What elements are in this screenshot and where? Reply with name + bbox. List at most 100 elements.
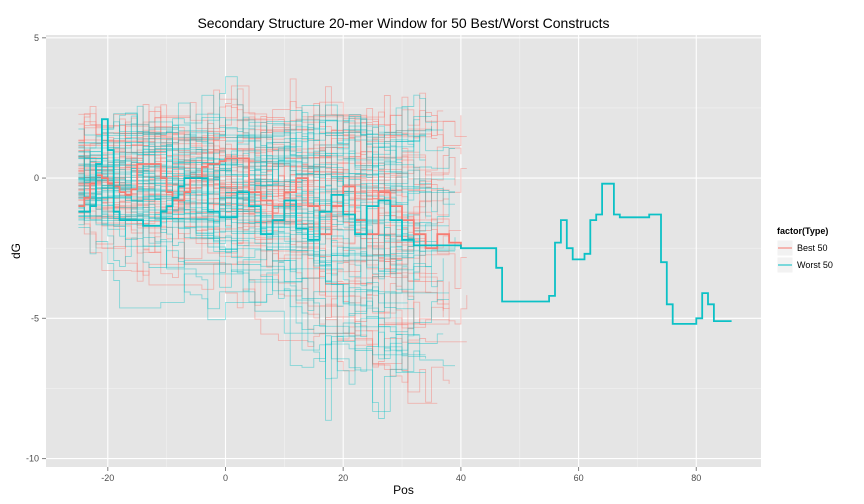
worst-50-construct-line [78, 76, 432, 217]
worst-50-construct-line [78, 197, 402, 360]
best-50-construct-line [78, 110, 444, 231]
worst-50-construct-line [78, 112, 403, 214]
worst-50-construct-line [78, 124, 414, 236]
x-axis-title: Pos [393, 483, 414, 497]
y-tick-label: 0 [34, 173, 39, 183]
worst-50-construct-line [78, 135, 438, 242]
x-tick-label: 0 [223, 473, 228, 483]
worst-50-construct-line [78, 126, 426, 234]
best-50-construct-line [78, 104, 467, 289]
chart-title: Secondary Structure 20-mer Window for 50… [197, 15, 609, 31]
legend-title: factor(Type) [777, 226, 828, 236]
plot-background [46, 35, 761, 467]
worst-50-construct-line [78, 163, 456, 290]
best-50-construct-line [78, 176, 450, 403]
worst-50-construct-line [78, 158, 420, 242]
best-50-construct-line [78, 156, 456, 325]
x-axis-ticks: -20 0 20 40 60 80 [101, 467, 701, 483]
best-50-construct-line [78, 192, 426, 329]
best-50-construct-line [78, 114, 427, 199]
best-50-construct-line [78, 89, 468, 328]
best-50-construct-line [78, 166, 426, 266]
worst-50-construct-line [78, 121, 402, 228]
best-50-construct-line [78, 101, 408, 196]
best-50-construct-line [78, 169, 403, 365]
best-50-construct-line [78, 78, 427, 157]
best-50-construct-line [78, 118, 438, 190]
worst-50-construct-line [78, 151, 444, 288]
x-tick-label: 60 [574, 473, 584, 483]
worst-50-construct-line [78, 214, 450, 419]
worst-50-construct-line [78, 142, 408, 232]
worst-50-construct-line [78, 94, 438, 226]
worst-50-construct-line [78, 115, 432, 173]
worst-50-construct-line [78, 169, 455, 385]
best-50-construct-line [78, 113, 461, 258]
series-lines [78, 118, 732, 325]
legend: factor(Type) Best 50 Worst 50 [776, 226, 833, 274]
best-50-construct-line [78, 111, 421, 263]
best-50-construct-line [78, 121, 450, 246]
worst-50-construct-line [78, 164, 455, 276]
worst-50-construct-line [78, 104, 420, 197]
best-50-construct-line [78, 125, 402, 342]
worst-50-construct-line [78, 196, 427, 412]
y-tick-label: -10 [26, 454, 39, 464]
best-50-construct-line [78, 160, 421, 270]
best-50-construct-line [78, 102, 432, 293]
best-50-construct-line [78, 149, 450, 345]
worst-50-construct-line [78, 155, 420, 351]
best-50-construct-line [78, 154, 450, 279]
x-tick-label: -20 [101, 473, 114, 483]
worst-50-construct-line [78, 143, 426, 374]
worst-50-construct-line [78, 161, 444, 372]
worst-50-series-line [78, 118, 732, 325]
worst-50-construct-line [78, 138, 408, 204]
best-50-construct-line [78, 105, 402, 370]
best-50-construct-line [78, 115, 403, 229]
worst-50-construct-line [78, 112, 426, 209]
best-50-construct-line [78, 155, 444, 269]
best-50-construct-line [78, 85, 450, 279]
worst-50-construct-line [78, 113, 455, 205]
x-tick-label: 80 [691, 473, 701, 483]
y-tick-label: 5 [34, 33, 39, 43]
grid-major [46, 35, 761, 467]
best-50-construct-line [78, 185, 420, 368]
worst-50-construct-line [78, 186, 426, 319]
worst-50-construct-line [78, 207, 450, 256]
y-axis-title: dG [9, 243, 23, 259]
grid-minor [46, 35, 761, 467]
worst-50-construct-line [78, 110, 421, 254]
worst-50-construct-line [78, 193, 408, 334]
x-tick-label: 20 [338, 473, 348, 483]
best-50-construct-line [78, 122, 450, 182]
worst-50-construct-line [78, 227, 455, 309]
worst-50-construct-line [78, 119, 455, 267]
worst-50-construct-line [78, 121, 450, 225]
y-tick-label: -5 [31, 313, 39, 323]
worst-50-construct-line [78, 132, 427, 272]
x-tick-label: 40 [456, 473, 466, 483]
worst-50-construct-line [78, 160, 426, 421]
best-50-construct-line [78, 136, 420, 225]
best-50-construct-line [78, 92, 467, 214]
best-50-construct-line [78, 177, 438, 404]
worst-50-construct-line [78, 94, 455, 170]
worst-50-construct-line [78, 171, 414, 360]
legend-label: Best 50 [797, 243, 828, 253]
y-axis-ticks: -10 -5 0 5 [26, 33, 46, 464]
worst-50-construct-line [78, 163, 432, 251]
legend-label: Worst 50 [797, 260, 833, 270]
best-50-series-line [78, 157, 462, 250]
best-50-construct-line [78, 144, 450, 309]
best-50-construct-line [78, 141, 432, 231]
worst-50-construct-line [78, 126, 432, 210]
worst-50-construct-line [78, 150, 408, 306]
best-50-construct-line [78, 107, 427, 245]
best-50-construct-line [78, 168, 467, 279]
worst-50-construct-line [78, 176, 450, 311]
worst-50-construct-line [78, 157, 455, 256]
best-50-construct-line [78, 111, 462, 213]
